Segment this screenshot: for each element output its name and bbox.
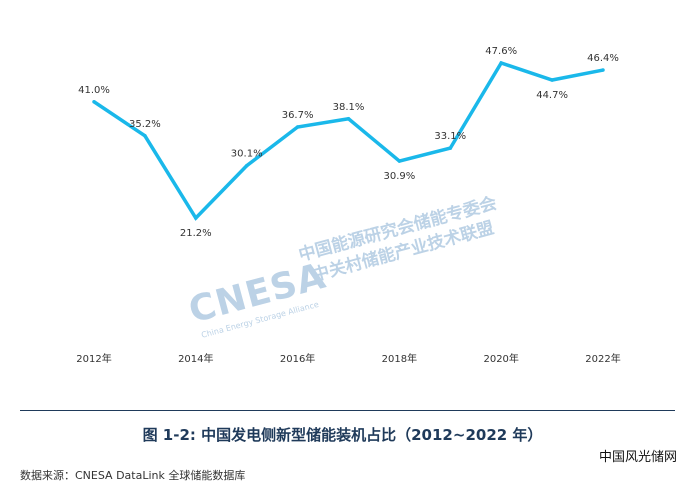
x-tick-label-2022: 2022年 — [585, 352, 620, 365]
data-point-2017 — [346, 117, 351, 121]
x-tick-label-2014: 2014年 — [178, 352, 213, 365]
data-point-2020 — [499, 61, 503, 65]
data-point-2012 — [92, 100, 96, 104]
data-label-2021: 44.7% — [536, 90, 568, 101]
data-point-2015 — [244, 163, 249, 168]
data-label-layer: 41.0% 35.2% 21.2% 30.1% 36.7% 38.1% 30.9% 33.1%… — [78, 46, 619, 239]
series-layer — [92, 60, 605, 221]
data-source: 数据来源：CNESA DataLink 全球储能数据库 — [20, 469, 246, 482]
x-tick-label-2016: 2016年 — [280, 352, 315, 365]
data-point-2014 — [194, 216, 198, 220]
data-point-2013 — [143, 134, 147, 138]
data-label-2014: 21.2% — [180, 228, 212, 239]
line-chart: CNESA China Energy Storage Alliance 中国能源… — [76, 46, 620, 365]
x-tick-label-2018: 2018年 — [382, 352, 417, 365]
site-watermark: 中国风光储网 — [598, 450, 677, 465]
x-axis-ticks: 2012年 2014年 2016年 2018年 2020年 2022年 — [76, 352, 620, 365]
caption-divider — [20, 410, 675, 411]
data-label-2013: 35.2% — [129, 119, 161, 130]
data-point-2018 — [397, 159, 402, 163]
data-point-2016 — [295, 125, 300, 129]
data-point-2019 — [448, 146, 453, 150]
x-tick-label-2020: 2020年 — [483, 352, 518, 365]
series-line — [93, 60, 604, 221]
data-label-2012: 41.0% — [78, 85, 110, 96]
data-label-2020: 47.6% — [485, 46, 517, 57]
watermark: CNESA China Energy Storage Alliance 中国能源… — [185, 193, 499, 340]
data-point-2022 — [601, 68, 605, 72]
data-label-2016: 36.7% — [282, 110, 314, 121]
figure-caption: 图 1-2: 中国发电侧新型储能装机占比（2012~2022 年） — [142, 426, 543, 444]
x-tick-label-2012: 2012年 — [76, 352, 111, 365]
data-label-2018: 30.9% — [384, 171, 416, 182]
data-point-2021 — [550, 78, 554, 82]
data-label-2019: 33.1% — [434, 131, 466, 142]
data-label-2022: 46.4% — [587, 53, 619, 64]
data-label-2017: 38.1% — [333, 102, 365, 113]
data-label-2015: 30.1% — [231, 149, 263, 160]
